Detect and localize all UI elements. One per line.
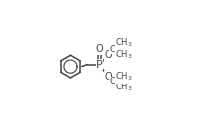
Text: O: O — [96, 44, 103, 54]
Text: O: O — [104, 50, 112, 60]
Text: CH$_3$: CH$_3$ — [115, 71, 132, 83]
Text: P: P — [96, 60, 103, 70]
Text: CH$_3$: CH$_3$ — [115, 37, 132, 49]
Text: CH: CH — [110, 77, 122, 86]
Text: CH: CH — [110, 45, 122, 54]
Text: CH$_3$: CH$_3$ — [115, 48, 132, 61]
Text: CH$_3$: CH$_3$ — [115, 81, 132, 93]
Text: O: O — [104, 72, 112, 82]
